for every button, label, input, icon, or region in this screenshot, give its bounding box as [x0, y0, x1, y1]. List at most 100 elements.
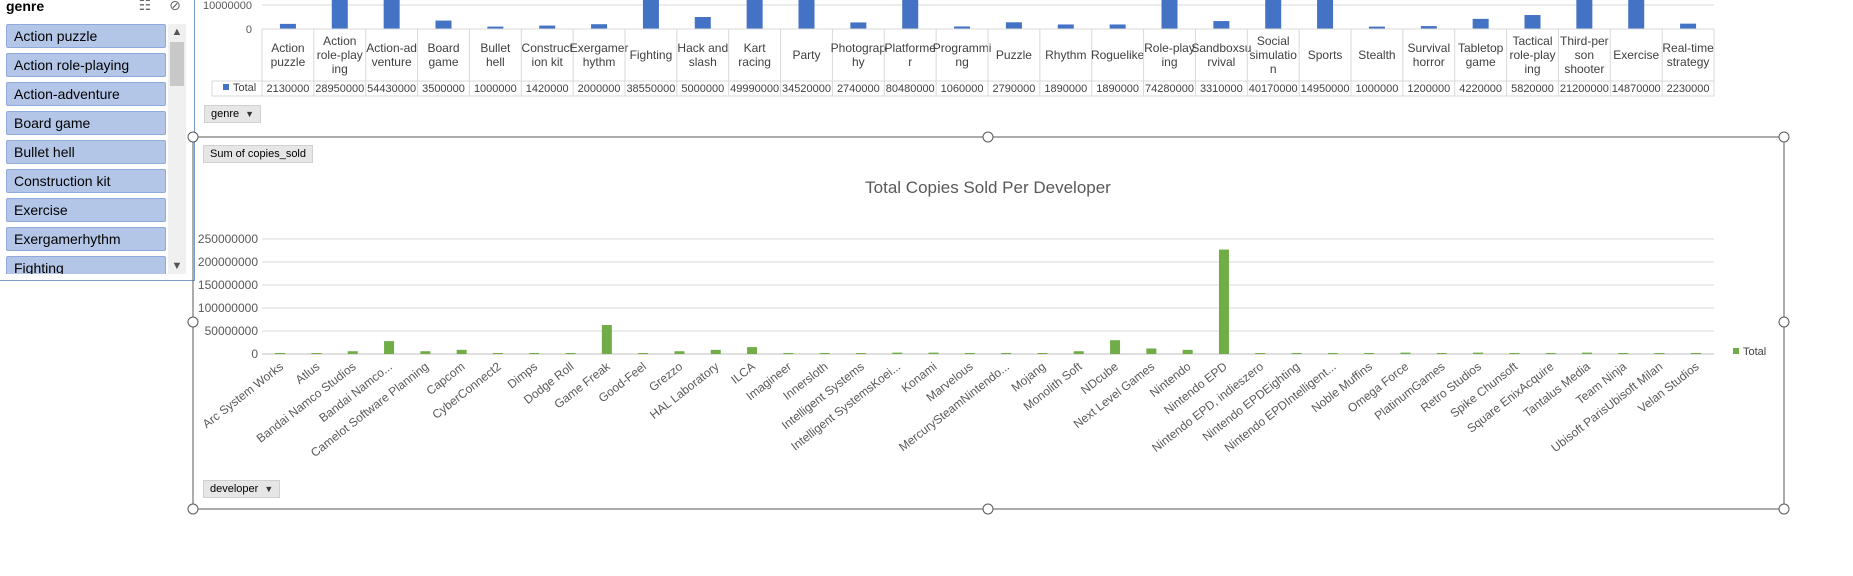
developer-bar-monolith-soft[interactable] — [1073, 351, 1084, 354]
developer-bar-square-enixacquire[interactable] — [1545, 353, 1556, 354]
developer-field-button[interactable]: developer ▼ — [203, 480, 281, 498]
developer-bar-dimps[interactable] — [529, 353, 540, 354]
slicer-item-action-adventure[interactable]: Action-adventure — [6, 82, 166, 106]
scroll-down-icon[interactable]: ▼ — [171, 260, 183, 272]
genre-value-cell: 80480000 — [886, 83, 935, 95]
developer-bar-mojang[interactable] — [1037, 353, 1048, 354]
slicer-item-bullet-hell[interactable]: Bullet hell — [6, 140, 166, 164]
developer-bar-bandai-namco[interactable] — [384, 341, 395, 354]
resize-handle-ml[interactable] — [187, 316, 199, 328]
slicer-item-action-role-playing[interactable]: Action role-playing — [6, 53, 166, 77]
genre-field-button[interactable]: genre ▼ — [204, 105, 262, 123]
genre-bar-party[interactable] — [798, 0, 815, 29]
developer-bar-spike-chunsoft[interactable] — [1509, 353, 1520, 354]
genre-bar-sports[interactable] — [1317, 0, 1334, 29]
genre-bar-photography[interactable] — [850, 22, 867, 29]
resize-handle-tl[interactable] — [187, 131, 199, 143]
genre-bar-exergamerhythm[interactable] — [591, 24, 608, 29]
genre-chart[interactable]: 10000000 0 Action puzzle 2130000 Action role… — [0, 0, 1853, 130]
genre-bar-action-adventure[interactable] — [383, 0, 400, 29]
slicer-item-action-puzzle[interactable]: Action puzzle — [6, 24, 166, 48]
genre-bar-rhythm[interactable] — [1057, 24, 1074, 29]
developer-bar-nintendo-epdeighting[interactable] — [1291, 353, 1302, 354]
developer-bar-ndcube[interactable] — [1110, 340, 1121, 354]
developer-bar-atlus[interactable] — [311, 353, 322, 354]
developer-bar-intelligent-systemskoei[interactable] — [892, 352, 903, 354]
genre-bar-fighting[interactable] — [642, 0, 659, 29]
genre-bar-roguelike[interactable] — [1109, 24, 1126, 29]
genre-bar-tactical-role-playing[interactable] — [1524, 15, 1541, 29]
genre-bar-third-person-shooter[interactable] — [1576, 0, 1593, 29]
slicer-item-board-game[interactable]: Board game — [6, 111, 166, 135]
clear-filter-icon[interactable]: ⊘ — [169, 0, 181, 13]
developer-bar-nintendo-epd-indieszero[interactable] — [1255, 353, 1266, 354]
scroll-up-icon[interactable]: ▲ — [171, 26, 183, 38]
slicer-item-construction-kit[interactable]: Construction kit — [6, 169, 166, 193]
developer-bar-capcom[interactable] — [456, 349, 467, 354]
developer-bar-grezzo[interactable] — [674, 351, 685, 354]
developer-bar-retro-studios[interactable] — [1473, 352, 1484, 354]
slicer-item-fighting[interactable]: Fighting — [6, 256, 166, 274]
slicer-item-exergamerhythm[interactable]: Exergamerhythm — [6, 227, 166, 251]
sum-copies-sold-field-button[interactable]: Sum of copies_sold — [203, 145, 313, 163]
slicer-scrollbar[interactable]: ▲ ▼ — [168, 24, 186, 274]
genre-bar-role-playing[interactable] — [1161, 0, 1178, 29]
developer-bar-camelot-software-planning[interactable] — [420, 351, 431, 354]
genre-bar-construction-kit[interactable] — [539, 25, 556, 29]
developer-bar-game-freak[interactable] — [601, 325, 612, 354]
developer-bar-ilca[interactable] — [747, 347, 758, 354]
slicer-item-exercise[interactable]: Exercise — [6, 198, 166, 222]
developer-bar-tantalus-media[interactable] — [1581, 352, 1592, 354]
developer-bar-velan-studios[interactable] — [1690, 353, 1701, 354]
genre-slicer[interactable]: genre ☷ ⊘ Action puzzle Action role-play… — [0, 0, 195, 281]
genre-bar-puzzle[interactable] — [1005, 22, 1022, 29]
genre-bar-tabletop-game[interactable] — [1472, 18, 1489, 29]
resize-handle-bl[interactable] — [187, 503, 199, 515]
genre-bar-bullet-hell[interactable] — [487, 26, 504, 29]
genre-bar-sandboxsurvival[interactable] — [1213, 21, 1230, 29]
genre-bar-hack-and-slash[interactable] — [694, 17, 711, 29]
genre-bar-real-time-strategy[interactable] — [1680, 23, 1697, 29]
developer-bar-next-level-games[interactable] — [1146, 348, 1157, 354]
genre-bar-social-simulation[interactable] — [1265, 0, 1282, 29]
genre-bar-programming[interactable] — [954, 26, 971, 29]
genre-value-cell: 2230000 — [1667, 83, 1710, 95]
scroll-thumb[interactable] — [170, 42, 184, 86]
developer-bar-intelligent-systems[interactable] — [855, 353, 866, 354]
developer-bar-innersloth[interactable] — [819, 353, 830, 354]
developer-bar-team-ninja[interactable] — [1618, 353, 1629, 354]
developer-bar-arc-system-works[interactable] — [275, 353, 286, 354]
developer-bar-mercurysteamnintendo[interactable] — [1001, 353, 1012, 354]
genre-bar-kart-racing[interactable] — [746, 0, 763, 29]
developer-bar-bandai-namco-studios[interactable] — [347, 351, 358, 354]
developer-bar-noble-muffins[interactable] — [1364, 353, 1375, 354]
genre-bar-action-role-playing[interactable] — [331, 0, 348, 29]
developer-bar-konami[interactable] — [928, 352, 939, 354]
genre-bar-exercise[interactable] — [1628, 0, 1645, 29]
genre-bar-survival-horror[interactable] — [1420, 26, 1437, 29]
genre-bar-stealth[interactable] — [1368, 26, 1385, 29]
genre-value-cell: 1060000 — [941, 83, 984, 95]
resize-handle-tc[interactable] — [982, 131, 994, 143]
genre-bar-platformer[interactable] — [902, 0, 919, 29]
developer-bar-ubisoft-parisubisoft-milan[interactable] — [1654, 353, 1665, 354]
developer-bar-platinumgames[interactable] — [1436, 353, 1447, 354]
resize-handle-mr[interactable] — [1778, 316, 1790, 328]
genre-bar-board-game[interactable] — [435, 20, 452, 29]
multi-select-icon[interactable]: ☷ — [138, 0, 152, 13]
developer-bar-good-feel[interactable] — [638, 353, 649, 354]
genre-bar-action-puzzle[interactable] — [279, 23, 296, 29]
resize-handle-tr[interactable] — [1778, 131, 1790, 143]
resize-handle-br[interactable] — [1778, 503, 1790, 515]
resize-handle-bc[interactable] — [982, 503, 994, 515]
developer-bar-omega-force[interactable] — [1400, 352, 1411, 354]
developer-bar-nintendo-epdintelligent[interactable] — [1327, 353, 1338, 354]
developer-bar-marvelous[interactable] — [964, 353, 975, 354]
developer-bar-hal-laboratory[interactable] — [710, 349, 721, 354]
developer-bar-dodge-roll[interactable] — [565, 353, 576, 354]
developer-bar-cyberconnect2[interactable] — [492, 353, 503, 354]
developer-bar-nintendo-epd[interactable] — [1218, 249, 1229, 354]
developer-bar-nintendo[interactable] — [1182, 349, 1193, 354]
developer-bar-imagineer[interactable] — [783, 353, 794, 354]
